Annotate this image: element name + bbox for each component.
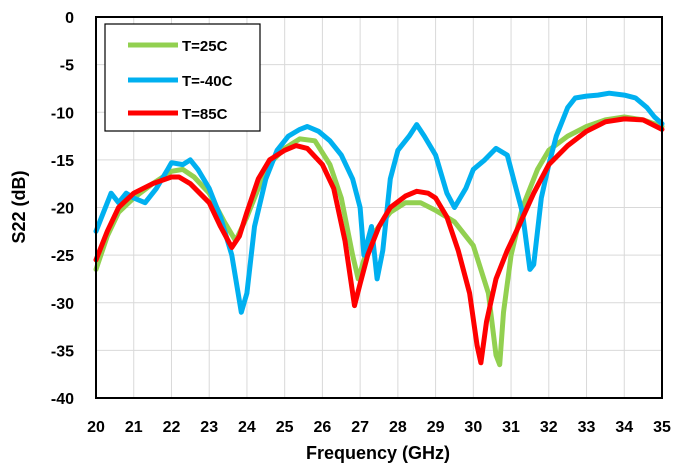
y-tick-label: -20 [51, 201, 74, 218]
x-axis-title: Frequency (GHz) [306, 443, 450, 463]
x-tick-label: 32 [540, 419, 558, 436]
y-tick-label: -5 [60, 58, 74, 75]
series-line-t-85c [93, 116, 665, 366]
y-tick-label: 0 [65, 10, 74, 27]
y-axis-ticks: 0 -5 -10 -15 -20 -25 -30 -35 -40 [51, 10, 74, 408]
y-tick-label: -25 [51, 248, 74, 265]
y-axis-title: S22 (dB) [9, 170, 29, 243]
x-tick-label: 20 [87, 419, 105, 436]
x-tick-label: 30 [464, 419, 482, 436]
x-tick-label: 24 [238, 419, 256, 436]
x-tick-label: 21 [125, 419, 143, 436]
x-tick-label: 23 [200, 419, 218, 436]
y-tick-label: -15 [51, 153, 74, 170]
y-tick-label: -10 [51, 105, 74, 122]
y-tick-label: -35 [51, 343, 74, 360]
x-tick-label: 27 [351, 419, 369, 436]
legend-label-t85c: T=85C [182, 106, 228, 123]
legend-label-t25c: T=25C [182, 38, 228, 55]
x-tick-label: 22 [163, 419, 181, 436]
series-line-t-40c [93, 90, 665, 315]
x-tick-label: 29 [427, 419, 445, 436]
legend: T=25C T=-40C T=85C [104, 23, 261, 132]
plot-area-frame [95, 16, 663, 399]
x-tick-label: 33 [578, 419, 596, 436]
y-tick-label: -30 [51, 296, 74, 313]
x-tick-label: 28 [389, 419, 407, 436]
x-tick-label: 31 [502, 419, 520, 436]
series-layer [93, 90, 665, 368]
y-tick-label: -40 [51, 391, 74, 408]
legend-label-t-40c: T=-40C [182, 73, 233, 90]
x-tick-label: 25 [276, 419, 294, 436]
x-tick-label: 35 [653, 419, 671, 436]
x-tick-label: 34 [615, 419, 633, 436]
x-axis-ticks: 20 21 22 23 24 25 26 27 28 29 30 31 32 33 34 35 [87, 419, 671, 436]
x-tick-label: 26 [314, 419, 332, 436]
